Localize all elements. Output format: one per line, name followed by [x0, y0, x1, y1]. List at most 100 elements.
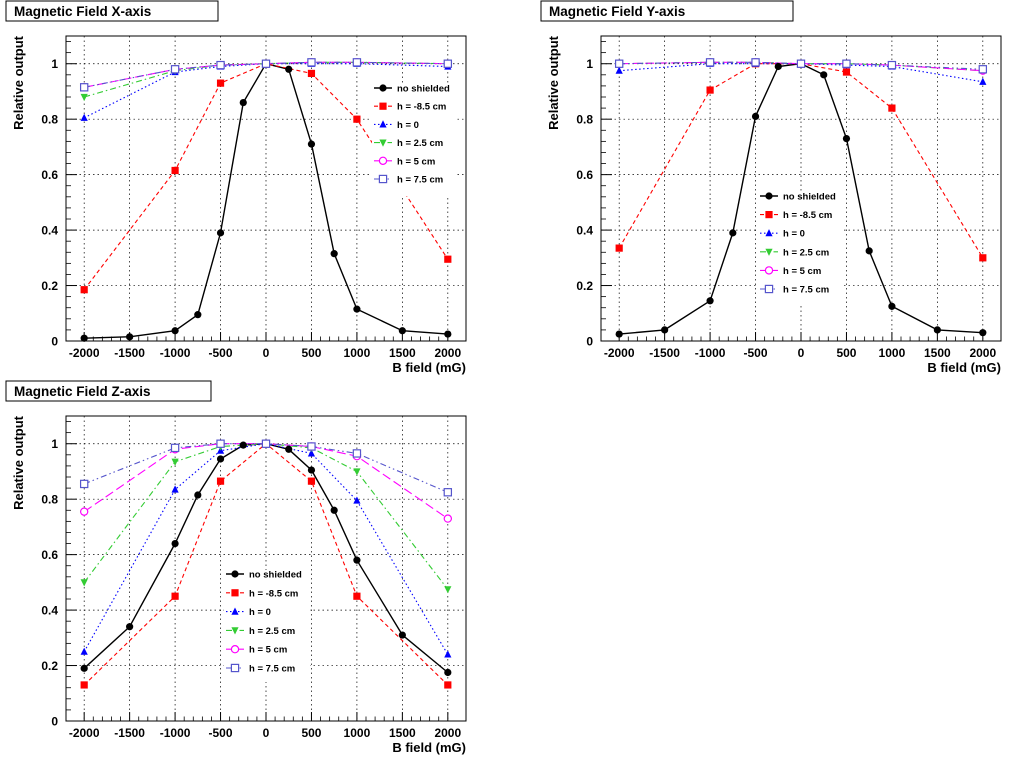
x-tick-label: -2000: [69, 726, 100, 740]
legend-marker: [231, 627, 239, 635]
legend-label: h = 0: [783, 229, 805, 240]
data-point: [706, 86, 714, 94]
x-tick-label: 500: [301, 726, 321, 740]
data-point: [979, 329, 987, 337]
legend-label: h = 2.5 cm: [783, 247, 829, 258]
data-point: [444, 586, 452, 594]
data-point: [80, 113, 88, 121]
panel-x-axis: Magnetic Field X-axis -2000 -1500 -1000 -500…: [5, 0, 467, 375]
data-point: [171, 539, 179, 548]
x-tick-label: 0: [263, 726, 270, 740]
legend-label: h = 5 cm: [397, 156, 435, 167]
data-point: [330, 250, 338, 258]
y-tick-label: 1: [51, 57, 58, 71]
data-point: [887, 60, 897, 70]
data-point: [171, 485, 179, 493]
x-tick-label: 0: [798, 346, 805, 360]
data-point: [79, 479, 89, 489]
data-point: [979, 254, 987, 262]
x-axis-label: B field (mG): [392, 740, 466, 755]
data-point: [615, 330, 623, 338]
x-tick-label: -1500: [649, 346, 680, 360]
data-point: [842, 59, 851, 68]
data-point: [443, 488, 453, 497]
x-tick-label: -2000: [69, 346, 100, 360]
data-point: [444, 681, 452, 689]
legend-marker: [765, 248, 773, 256]
legend-marker: [231, 589, 239, 597]
data-point: [705, 58, 715, 67]
data-point: [661, 326, 669, 334]
data-point: [171, 592, 179, 600]
data-point: [80, 286, 88, 294]
data-point: [615, 66, 623, 74]
x-tick-label: -2000: [604, 346, 635, 360]
legend-marker: [378, 174, 388, 184]
y-tick-label: 0: [51, 715, 58, 729]
legend-label: h = 7.5 cm: [783, 285, 829, 296]
panel-y-axis: Magnetic Field Y-axis -2000 -1500 -1000 -500…: [540, 0, 1002, 375]
data-point: [615, 244, 623, 252]
data-point: [80, 664, 88, 672]
legend-marker: [764, 284, 774, 294]
data-point: [888, 104, 896, 112]
data-point: [216, 477, 225, 485]
y-tick-label: 0.6: [41, 548, 58, 562]
data-point: [79, 83, 89, 92]
y-tick-label: 0: [51, 335, 58, 349]
data-point: [126, 623, 134, 631]
x-tick-label: 1000: [879, 346, 906, 360]
x-tick-label: -500: [209, 726, 233, 740]
chart-title: Magnetic Field Z-axis: [14, 384, 151, 399]
legend-marker: [230, 645, 240, 654]
data-point: [307, 140, 316, 148]
x-tick-label: -1000: [160, 726, 191, 740]
x-tick-label: 500: [301, 346, 321, 360]
x-axis-label: B field (mG): [392, 360, 466, 375]
data-point: [842, 68, 851, 76]
chart-title-box: [540, 0, 794, 22]
chart-title-box: [5, 380, 212, 402]
data-point: [751, 58, 760, 67]
y-tick-label: 0.4: [576, 224, 593, 238]
x-tick-label: 0: [263, 346, 270, 360]
data-point: [353, 305, 361, 313]
data-point: [216, 439, 225, 448]
data-point: [888, 302, 896, 310]
legend-label: h = 7.5 cm: [397, 175, 443, 186]
data-point: [353, 556, 361, 564]
x-axis-label: B field (mG): [927, 360, 1001, 375]
data-point: [352, 449, 362, 458]
y-tick-label: 0.4: [41, 604, 58, 618]
x-tick-label: 2000: [434, 726, 461, 740]
data-point: [444, 330, 452, 338]
x-tick-label: 1500: [924, 346, 951, 360]
data-point: [216, 229, 225, 237]
data-point: [80, 681, 88, 689]
data-point: [729, 229, 737, 237]
data-point: [398, 327, 406, 335]
x-tick-label: 1000: [344, 726, 371, 740]
chart-title-box: [5, 0, 219, 22]
data-point: [979, 77, 987, 85]
x-tick-label: -1000: [695, 346, 726, 360]
legend-marker: [765, 229, 773, 237]
data-point: [820, 71, 828, 79]
y-tick-label: 0.4: [41, 224, 58, 238]
data-point: [171, 458, 179, 466]
x-tick-label: -1500: [114, 726, 145, 740]
legend-marker: [230, 663, 240, 673]
y-axis-label: Relative output: [546, 35, 561, 130]
legend-label: h = 2.5 cm: [249, 626, 295, 637]
data-point: [261, 59, 271, 68]
data-point: [216, 60, 225, 70]
data-point: [171, 327, 179, 335]
data-point: [170, 65, 180, 74]
data-point: [353, 468, 361, 476]
legend-label: h = -8.5 cm: [249, 588, 298, 599]
legend-label: no shielded: [397, 84, 450, 95]
data-point: [614, 59, 624, 68]
y-tick-label: 0.6: [41, 168, 58, 182]
data-point: [933, 326, 941, 334]
data-point: [353, 115, 361, 123]
